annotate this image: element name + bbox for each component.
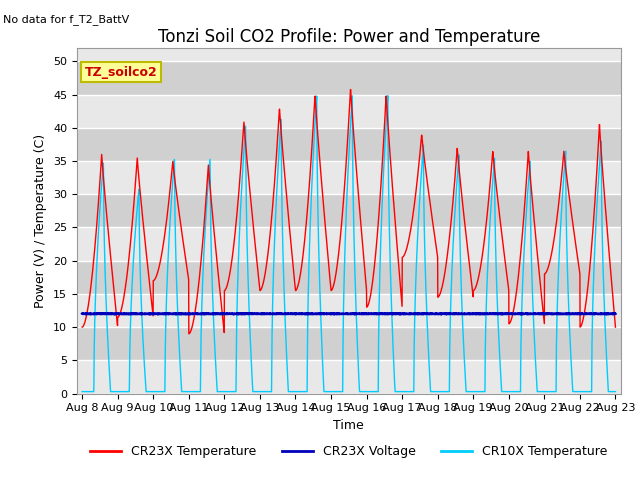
Bar [77, 360, 621, 394]
Bar [77, 194, 621, 228]
Bar [77, 95, 621, 128]
Bar [77, 327, 621, 360]
Legend: CR23X Temperature, CR23X Voltage, CR10X Temperature: CR23X Temperature, CR23X Voltage, CR10X … [85, 440, 612, 463]
Bar [77, 261, 621, 294]
Bar [77, 228, 621, 261]
Bar [77, 128, 621, 161]
X-axis label: Time: Time [333, 419, 364, 432]
Bar [77, 161, 621, 194]
Bar [77, 294, 621, 327]
Bar [77, 61, 621, 95]
Text: TZ_soilco2: TZ_soilco2 [85, 66, 157, 79]
Y-axis label: Power (V) / Temperature (C): Power (V) / Temperature (C) [35, 134, 47, 308]
Text: No data for f_T2_BattV: No data for f_T2_BattV [3, 14, 129, 25]
Title: Tonzi Soil CO2 Profile: Power and Temperature: Tonzi Soil CO2 Profile: Power and Temper… [157, 28, 540, 47]
